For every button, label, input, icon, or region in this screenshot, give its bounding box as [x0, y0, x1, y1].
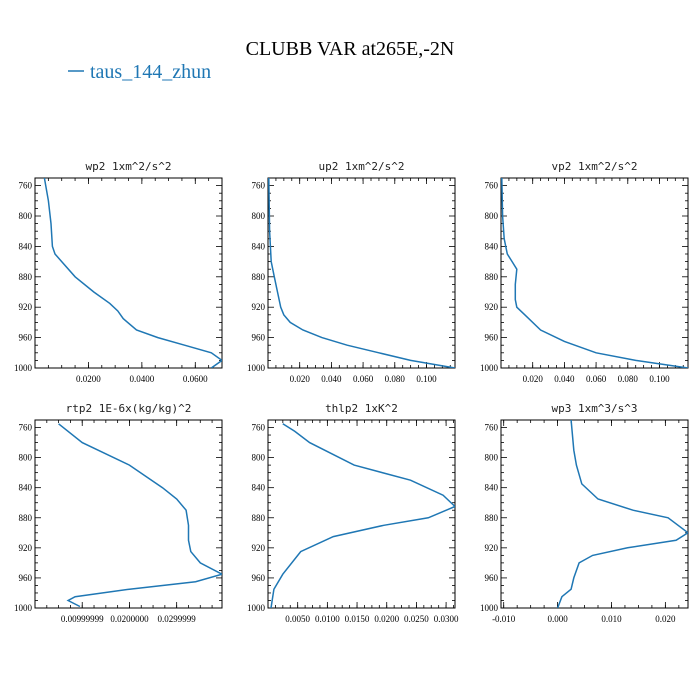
- y-tick-label: 920: [485, 543, 499, 553]
- y-tick-label: 960: [19, 333, 33, 343]
- y-tick-label: 960: [485, 573, 499, 583]
- panel-title: thlp2 1xK^2: [325, 402, 398, 415]
- x-tick-label: 0.0100: [315, 614, 340, 624]
- profile-panel: rtp2 1E-6x(kg/kg)^2 760 800 840 880 920 960 100…: [14, 402, 223, 624]
- profile-panel: vp2 1xm^2/s^2 760 800 840 880 920 960 1000 0.020…: [480, 160, 689, 384]
- y-tick-label: 840: [485, 483, 499, 493]
- x-tick-label: 0.0400: [129, 374, 154, 384]
- panel-grid: wp2 1xm^2/s^2 760 800 840 880 920 960 1000 0.020…: [14, 160, 689, 624]
- panel-title: wp2 1xm^2/s^2: [85, 160, 171, 173]
- x-tick-label: 0.060: [586, 374, 607, 384]
- x-tick-label: 0.100: [416, 374, 437, 384]
- plot-frame: [500, 177, 689, 369]
- legend: taus_144_zhun: [68, 61, 211, 83]
- series-line: [58, 423, 222, 608]
- x-tick-label: 0.00999999: [61, 614, 104, 624]
- figure-title: CLUBB VAR at265E,-2N: [246, 38, 455, 60]
- x-tick-label: 0.0300: [434, 614, 459, 624]
- y-tick-label: 1000: [247, 363, 266, 373]
- y-tick-label: 800: [485, 453, 499, 463]
- y-tick-label: 840: [19, 241, 33, 251]
- series-line: [556, 420, 688, 608]
- x-tick-label: 0.020: [290, 374, 311, 384]
- y-tick-label: 1000: [14, 603, 33, 613]
- x-tick-label: 0.020: [655, 614, 676, 624]
- y-tick-label: 960: [252, 573, 266, 583]
- plot-frame: [34, 419, 223, 609]
- y-tick-label: 760: [252, 423, 266, 433]
- x-tick-label: 0.060: [353, 374, 374, 384]
- x-tick-label: 0.0200: [374, 614, 399, 624]
- y-tick-label: 760: [485, 181, 499, 191]
- x-tick-label: 0.0150: [345, 614, 370, 624]
- profile-panel: wp2 1xm^2/s^2 760 800 840 880 920 960 1000 0.020…: [14, 160, 223, 384]
- profile-panel: up2 1xm^2/s^2 760 800 840 880 920 960 1000 0.020…: [247, 160, 456, 384]
- plot-frame: [34, 177, 223, 369]
- x-tick-label: 0.080: [385, 374, 406, 384]
- y-tick-label: 840: [252, 483, 266, 493]
- x-tick-label: 0.0299999: [158, 614, 197, 624]
- y-tick-label: 920: [19, 543, 33, 553]
- y-tick-label: 800: [485, 211, 499, 221]
- y-tick-label: 800: [252, 453, 266, 463]
- plot-frame: [500, 419, 689, 609]
- y-tick-label: 880: [19, 513, 33, 523]
- y-tick-label: 1000: [480, 603, 499, 613]
- y-tick-label: 880: [485, 513, 499, 523]
- y-tick-label: 840: [252, 241, 266, 251]
- x-tick-label: -0.010: [492, 614, 516, 624]
- y-tick-label: 880: [485, 272, 499, 282]
- y-tick-label: 840: [485, 241, 499, 251]
- y-tick-label: 1000: [247, 603, 266, 613]
- panel-title: vp2 1xm^2/s^2: [551, 160, 637, 173]
- y-tick-label: 920: [19, 302, 33, 312]
- profile-panel: wp3 1xm^3/s^3 760 800 840 880 920 960 1000-0.01…: [480, 402, 689, 624]
- y-tick-label: 920: [485, 302, 499, 312]
- y-tick-label: 960: [252, 333, 266, 343]
- panel-title: wp3 1xm^3/s^3: [551, 402, 637, 415]
- y-tick-label: 760: [19, 181, 33, 191]
- plot-frame: [267, 419, 456, 609]
- x-tick-label: 0.0200: [76, 374, 101, 384]
- y-tick-label: 1000: [14, 363, 33, 373]
- x-tick-label: 0.020: [523, 374, 544, 384]
- y-tick-label: 920: [252, 302, 266, 312]
- legend-label: taus_144_zhun: [90, 61, 211, 83]
- y-tick-label: 960: [19, 573, 33, 583]
- y-tick-label: 1000: [480, 363, 499, 373]
- y-tick-label: 840: [19, 483, 33, 493]
- x-tick-label: 0.000: [547, 614, 568, 624]
- y-tick-label: 760: [252, 181, 266, 191]
- y-tick-label: 880: [19, 272, 33, 282]
- x-tick-label: 0.040: [321, 374, 342, 384]
- y-tick-label: 880: [252, 513, 266, 523]
- y-tick-label: 800: [19, 453, 33, 463]
- y-tick-label: 760: [19, 423, 33, 433]
- x-tick-label: 0.0200000: [110, 614, 149, 624]
- x-tick-label: 0.100: [649, 374, 670, 384]
- series-line: [268, 178, 455, 368]
- series-line: [270, 423, 455, 608]
- panel-title: rtp2 1E-6x(kg/kg)^2: [66, 402, 192, 415]
- x-tick-label: 0.040: [554, 374, 575, 384]
- y-tick-label: 920: [252, 543, 266, 553]
- series-line: [43, 178, 222, 368]
- panel-title: up2 1xm^2/s^2: [318, 160, 404, 173]
- y-tick-label: 760: [485, 423, 499, 433]
- profile-panel: thlp2 1xK^2 760 800 840 880 920 960 1000 0.0050 0…: [247, 402, 459, 624]
- x-tick-label: 0.010: [601, 614, 622, 624]
- x-tick-label: 0.0600: [183, 374, 208, 384]
- y-tick-label: 800: [252, 211, 266, 221]
- y-tick-label: 880: [252, 272, 266, 282]
- y-tick-label: 800: [19, 211, 33, 221]
- x-tick-label: 0.080: [618, 374, 639, 384]
- series-line: [501, 178, 688, 368]
- x-tick-label: 0.0050: [285, 614, 310, 624]
- y-tick-label: 960: [485, 333, 499, 343]
- plot-frame: [267, 177, 456, 369]
- x-tick-label: 0.0250: [404, 614, 429, 624]
